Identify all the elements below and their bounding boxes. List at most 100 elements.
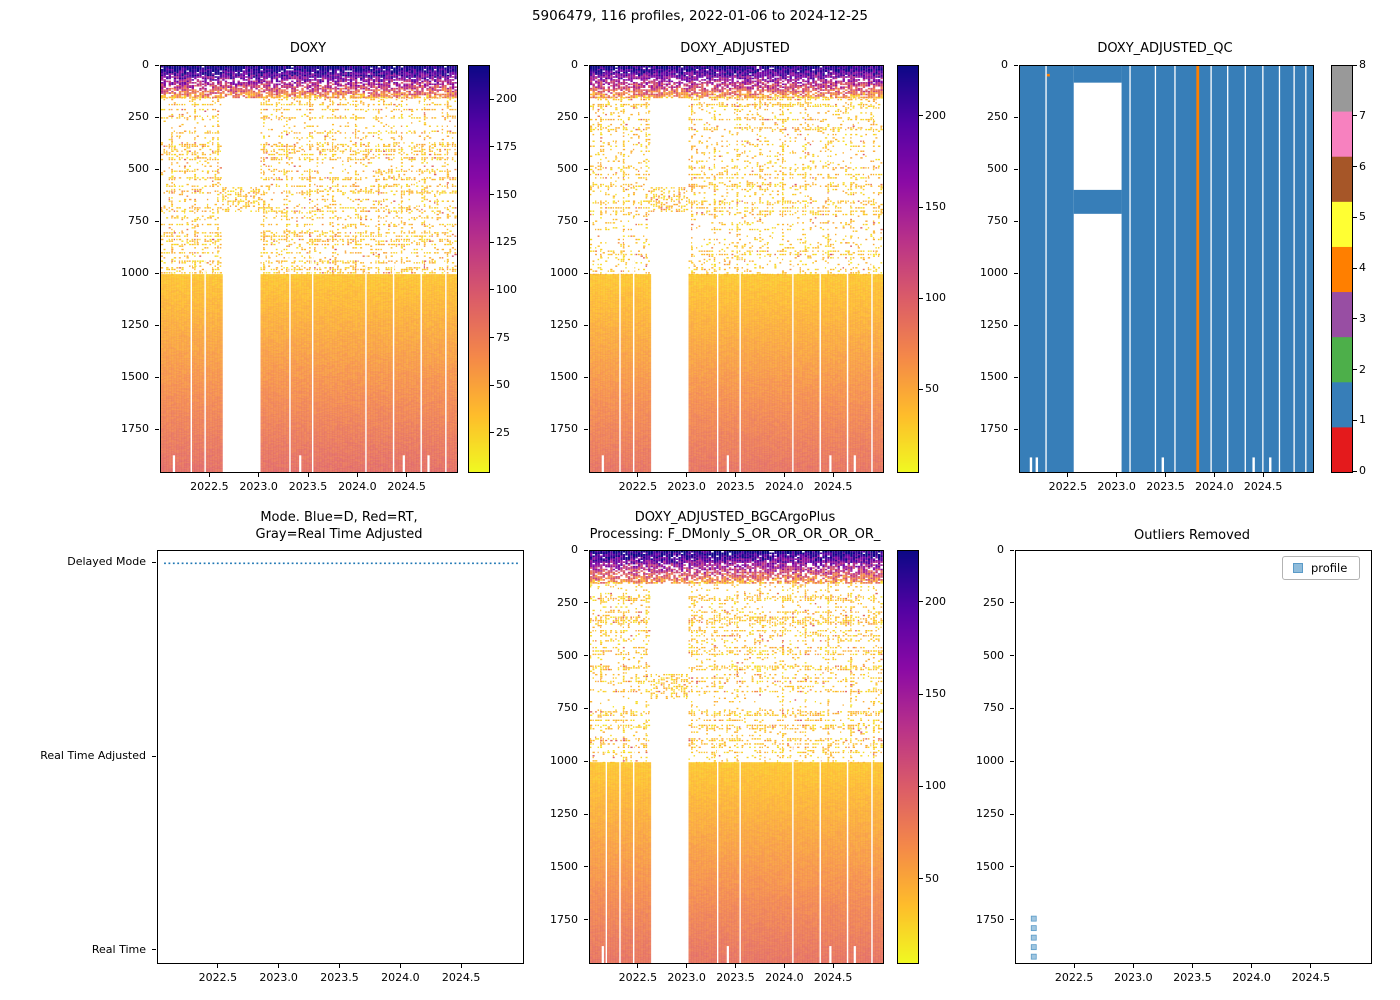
tick-mark <box>1010 549 1014 551</box>
subplot-outliers-title: Outliers Removed <box>1133 528 1251 543</box>
tick-label: 2022.5 <box>1048 480 1088 493</box>
tick-label: 2022.5 <box>618 480 658 493</box>
tick-label: 1000 <box>976 754 1004 768</box>
tick-label: 1250 <box>980 318 1008 332</box>
tick-mark <box>1010 707 1014 709</box>
tick-mark <box>584 549 588 551</box>
doxy-adjusted-qc-heatmap-canvas <box>1020 66 1313 472</box>
tick-label: 1500 <box>550 859 578 873</box>
tick-mark <box>155 428 159 430</box>
tick-label: 250 <box>128 110 149 124</box>
tick-label: 2024.0 <box>338 480 377 493</box>
tick-mark <box>1353 369 1357 370</box>
tick-mark <box>1014 220 1018 222</box>
tick-label: 100 <box>496 282 517 296</box>
tick-label: 250 <box>557 110 578 124</box>
tick-label: 750 <box>557 701 578 715</box>
tick-mark <box>406 473 408 477</box>
tick-label: 2023.0 <box>239 480 278 493</box>
doxy-plot-area <box>160 65 458 473</box>
legend-label: profile <box>1311 561 1348 575</box>
tick-label: 0 <box>142 58 149 71</box>
doxy-adjusted-colorbar <box>897 65 919 473</box>
legend-marker-icon <box>1293 563 1303 573</box>
tick-mark <box>686 964 688 968</box>
figure-title: 5906479, 116 profiles, 2022-01-06 to 202… <box>531 8 869 24</box>
doxy-adjusted-colorbar-canvas <box>898 66 918 472</box>
tick-mark <box>1353 166 1357 167</box>
doxy-heatmap-canvas <box>161 66 457 472</box>
subplot-doxy-title: DOXY <box>289 41 327 56</box>
tick-label: 2024.0 <box>765 480 804 493</box>
tick-label: 750 <box>983 701 1004 715</box>
tick-mark <box>584 272 588 274</box>
tick-mark <box>584 813 588 815</box>
tick-label: 2023.5 <box>1146 480 1185 493</box>
tick-label: 7 <box>1359 108 1366 122</box>
tick-mark <box>584 168 588 170</box>
tick-mark <box>258 473 260 477</box>
tick-label: 2024.0 <box>1195 480 1234 493</box>
tick-label: 0 <box>571 58 578 71</box>
tick-mark <box>1353 470 1357 472</box>
tick-label: 150 <box>925 200 946 213</box>
tick-mark <box>584 64 588 66</box>
tick-mark <box>1132 964 1134 968</box>
tick-label: 50 <box>925 871 939 885</box>
tick-label: 2023.0 <box>667 971 706 984</box>
tick-mark <box>490 98 494 100</box>
tick-label: 500 <box>987 162 1008 176</box>
y-category-label: Delayed Mode <box>67 555 146 569</box>
tick-mark <box>1073 964 1075 968</box>
tick-label: 500 <box>557 648 578 662</box>
tick-mark <box>919 601 923 603</box>
tick-mark <box>919 115 923 117</box>
tick-mark <box>919 878 923 880</box>
tick-label: 0 <box>1359 464 1366 477</box>
tick-mark <box>584 655 588 657</box>
tick-mark <box>783 473 785 477</box>
tick-mark <box>155 168 159 170</box>
tick-label: 2022.5 <box>618 971 658 984</box>
tick-label: 1000 <box>980 266 1008 280</box>
tick-label: 2024.0 <box>1232 971 1271 984</box>
tick-mark <box>399 964 401 968</box>
tick-label: 2024.0 <box>381 971 420 984</box>
tick-label: 1500 <box>980 370 1008 384</box>
tick-mark <box>1213 473 1215 477</box>
doxy-colorbar-canvas <box>469 66 489 472</box>
tick-mark <box>1165 473 1166 477</box>
tick-label: 2022.5 <box>190 480 229 493</box>
tick-label: 500 <box>983 648 1004 662</box>
y-category-label: Real Time <box>91 942 146 956</box>
tick-label: 2024.5 <box>813 480 853 493</box>
tick-mark <box>152 755 156 757</box>
tick-mark <box>584 760 588 762</box>
subplot-mode-title: Mode. Blue=D, Red=RT, Gray=Real Time Adj… <box>255 510 423 542</box>
tick-mark <box>584 602 588 604</box>
tick-mark <box>735 964 736 968</box>
tick-label: 6 <box>1359 159 1366 173</box>
tick-label: 4 <box>1359 261 1366 274</box>
tick-label: 2023.0 <box>259 971 298 984</box>
tick-label: 3 <box>1359 311 1366 325</box>
tick-label: 250 <box>987 110 1008 124</box>
tick-mark <box>155 220 159 222</box>
tick-mark <box>152 561 156 563</box>
tick-label: 150 <box>496 187 517 201</box>
tick-mark <box>584 919 588 921</box>
tick-mark <box>832 473 834 477</box>
tick-label: 2024.5 <box>441 971 481 984</box>
tick-mark <box>1014 428 1018 430</box>
tick-mark <box>217 964 219 968</box>
tick-label: 1250 <box>550 807 578 821</box>
tick-label: 8 <box>1359 58 1366 71</box>
tick-mark <box>686 473 688 477</box>
tick-mark <box>584 220 588 222</box>
tick-mark <box>919 785 923 787</box>
tick-label: 1750 <box>121 422 149 436</box>
mode-plot-area <box>157 550 524 964</box>
tick-mark <box>1010 866 1014 868</box>
tick-mark <box>1014 272 1018 274</box>
tick-mark <box>208 473 210 477</box>
